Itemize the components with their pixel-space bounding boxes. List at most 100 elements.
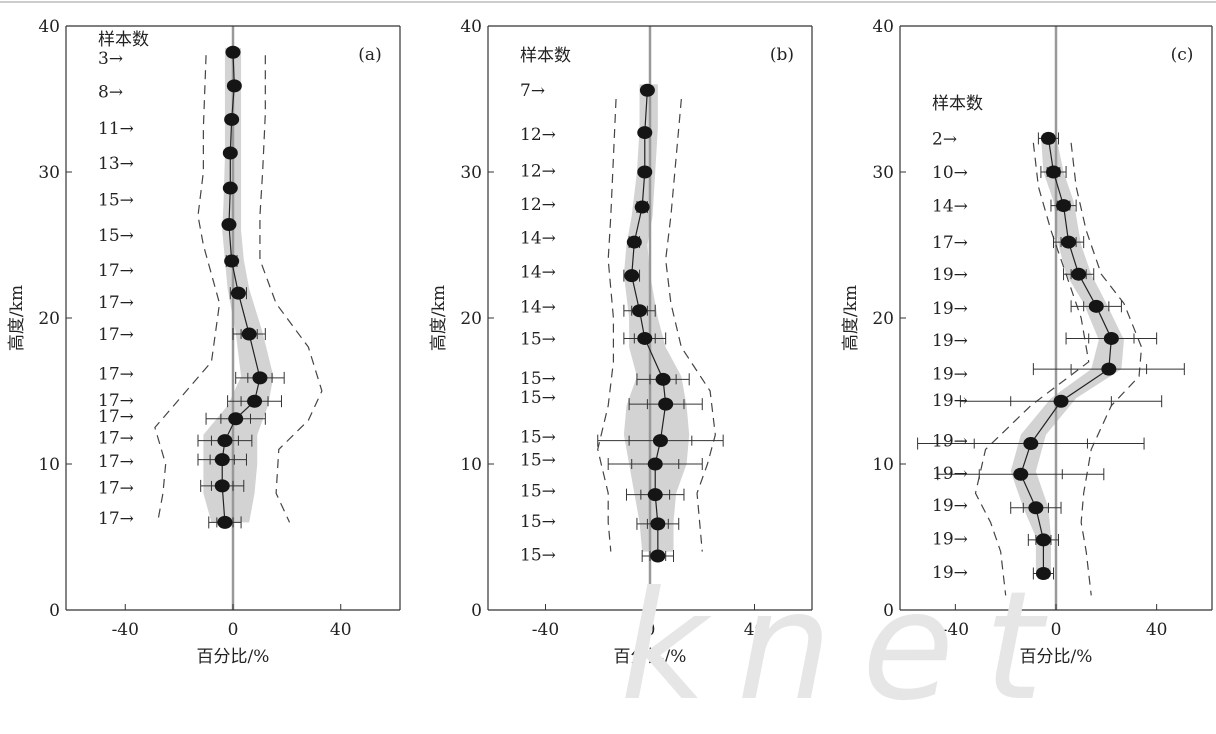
data-point-10 bbox=[1023, 437, 1039, 451]
data-point-13 bbox=[647, 488, 663, 502]
data-point-4 bbox=[1061, 235, 1077, 249]
x-tick-label: 0 bbox=[645, 620, 656, 640]
sample-count-label: 12→ bbox=[520, 195, 556, 215]
y-axis-label: 高度/km bbox=[7, 285, 27, 351]
y-tick-label: 10 bbox=[38, 455, 60, 475]
data-point-13 bbox=[217, 434, 233, 448]
watermark-text: knet bbox=[620, 560, 1074, 734]
envelope-right-dashed-curve bbox=[1070, 142, 1143, 596]
data-point-6 bbox=[624, 269, 640, 283]
data-point-10 bbox=[658, 397, 674, 411]
data-point-5 bbox=[222, 181, 238, 195]
data-point-6 bbox=[221, 218, 237, 232]
sample-count-label: 19→ bbox=[932, 496, 968, 516]
x-tick-label: 0 bbox=[228, 620, 239, 640]
data-point-1 bbox=[639, 83, 655, 97]
data-point-8 bbox=[230, 286, 246, 300]
x-axis-label: 百分比/% bbox=[614, 647, 687, 667]
sample-count-label: 17→ bbox=[98, 509, 134, 529]
data-point-4 bbox=[634, 200, 650, 214]
y-axis-label: 高度/km bbox=[429, 285, 449, 351]
sample-count-label: 17→ bbox=[98, 452, 134, 472]
data-point-9 bbox=[655, 372, 671, 386]
data-point-3 bbox=[224, 112, 240, 126]
sample-count-label: 17→ bbox=[98, 261, 134, 281]
sample-count-label: 15→ bbox=[520, 369, 556, 389]
sample-count-label: 15→ bbox=[520, 388, 556, 408]
sample-count-label: 15→ bbox=[520, 546, 556, 566]
shaded-band bbox=[623, 84, 690, 552]
sample-count-label: 19→ bbox=[932, 432, 968, 452]
y-tick-label: 10 bbox=[460, 455, 482, 475]
sample-count-label: 12→ bbox=[520, 162, 556, 182]
sample-count-label: 14→ bbox=[520, 262, 556, 282]
sample-count-label: 12→ bbox=[520, 125, 556, 145]
sample-count-label: 7→ bbox=[520, 81, 545, 101]
x-tick-label: 40 bbox=[744, 620, 766, 640]
data-point-5 bbox=[1071, 267, 1087, 281]
panel-label: (a) bbox=[358, 45, 381, 65]
sample-count-label: 3→ bbox=[98, 49, 123, 69]
x-tick-label: -40 bbox=[112, 620, 139, 640]
sample-count-label: 15→ bbox=[520, 481, 556, 501]
sample-count-label: 17→ bbox=[98, 364, 134, 384]
mean-profile-line bbox=[221, 52, 261, 523]
data-point-12 bbox=[1028, 501, 1044, 515]
data-point-9 bbox=[1053, 394, 1069, 408]
data-point-11 bbox=[247, 394, 263, 408]
sample-count-label: 17→ bbox=[98, 325, 134, 345]
shaded-band bbox=[1010, 135, 1124, 574]
y-tick-label: 0 bbox=[883, 601, 894, 621]
y-axis-label: 高度/km bbox=[841, 285, 861, 351]
y-tick-label: 10 bbox=[872, 455, 894, 475]
sample-count-label: 15→ bbox=[520, 329, 556, 349]
sample-count-label: 17→ bbox=[98, 391, 134, 411]
sample-count-label: 17→ bbox=[98, 478, 134, 498]
chart-panel-2: 0 10 20 30 40 -40 0 40 百分比/% 高度/km (b) 样本数 7→ 12→ 12→ 1… bbox=[429, 17, 813, 667]
data-point-2 bbox=[1045, 165, 1061, 179]
sample-count-label: 17→ bbox=[98, 407, 134, 427]
y-tick-label: 30 bbox=[460, 163, 482, 183]
data-point-2 bbox=[226, 79, 242, 93]
data-point-7 bbox=[632, 304, 648, 318]
y-tick-label: 20 bbox=[460, 309, 482, 329]
data-point-7 bbox=[1103, 331, 1119, 345]
sample-count-label: 19→ bbox=[932, 299, 968, 319]
sample-count-label: 17→ bbox=[932, 233, 968, 253]
y-tick-label: 30 bbox=[872, 163, 894, 183]
panel-label: (c) bbox=[1171, 45, 1194, 65]
sample-count-label: 15→ bbox=[98, 191, 134, 211]
data-point-1 bbox=[225, 45, 241, 59]
data-point-10 bbox=[252, 371, 268, 385]
data-point-13 bbox=[1035, 533, 1051, 547]
sample-count-label: 13→ bbox=[98, 154, 134, 174]
sample-count-header: 样本数 bbox=[98, 30, 149, 50]
y-tick-label: 20 bbox=[38, 309, 60, 329]
sample-count-label: 19→ bbox=[932, 265, 968, 285]
sample-count-label: 11→ bbox=[98, 119, 134, 139]
sample-count-label: 15→ bbox=[98, 226, 134, 246]
data-point-3 bbox=[1056, 199, 1072, 213]
sample-count-label: 19→ bbox=[932, 529, 968, 549]
data-point-8 bbox=[637, 331, 653, 345]
y-tick-label: 40 bbox=[38, 17, 60, 37]
chart-panel-3: 0 10 20 30 40 -40 0 40 百分比/% 高度/km (c) 样本数 2→ 10→ 14→ 1… bbox=[841, 17, 1213, 667]
envelope-left-dashed-curve bbox=[974, 142, 1090, 596]
sample-count-label: 19→ bbox=[932, 391, 968, 411]
x-tick-label: -40 bbox=[532, 620, 559, 640]
envelope-right-dashed-curve bbox=[665, 98, 716, 552]
y-tick-label: 0 bbox=[49, 601, 60, 621]
sample-count-label: 17→ bbox=[98, 293, 134, 313]
data-point-8 bbox=[1101, 362, 1117, 376]
data-point-14 bbox=[650, 517, 666, 531]
data-point-7 bbox=[224, 254, 240, 268]
sample-count-label: 2→ bbox=[932, 129, 957, 149]
data-point-11 bbox=[1013, 467, 1029, 481]
y-tick-label: 20 bbox=[872, 309, 894, 329]
data-point-3 bbox=[637, 165, 653, 179]
x-axis-label: 百分比/% bbox=[1020, 647, 1093, 667]
panel-label: (b) bbox=[770, 45, 794, 65]
sample-count-label: 14→ bbox=[520, 229, 556, 249]
data-point-2 bbox=[637, 126, 653, 140]
